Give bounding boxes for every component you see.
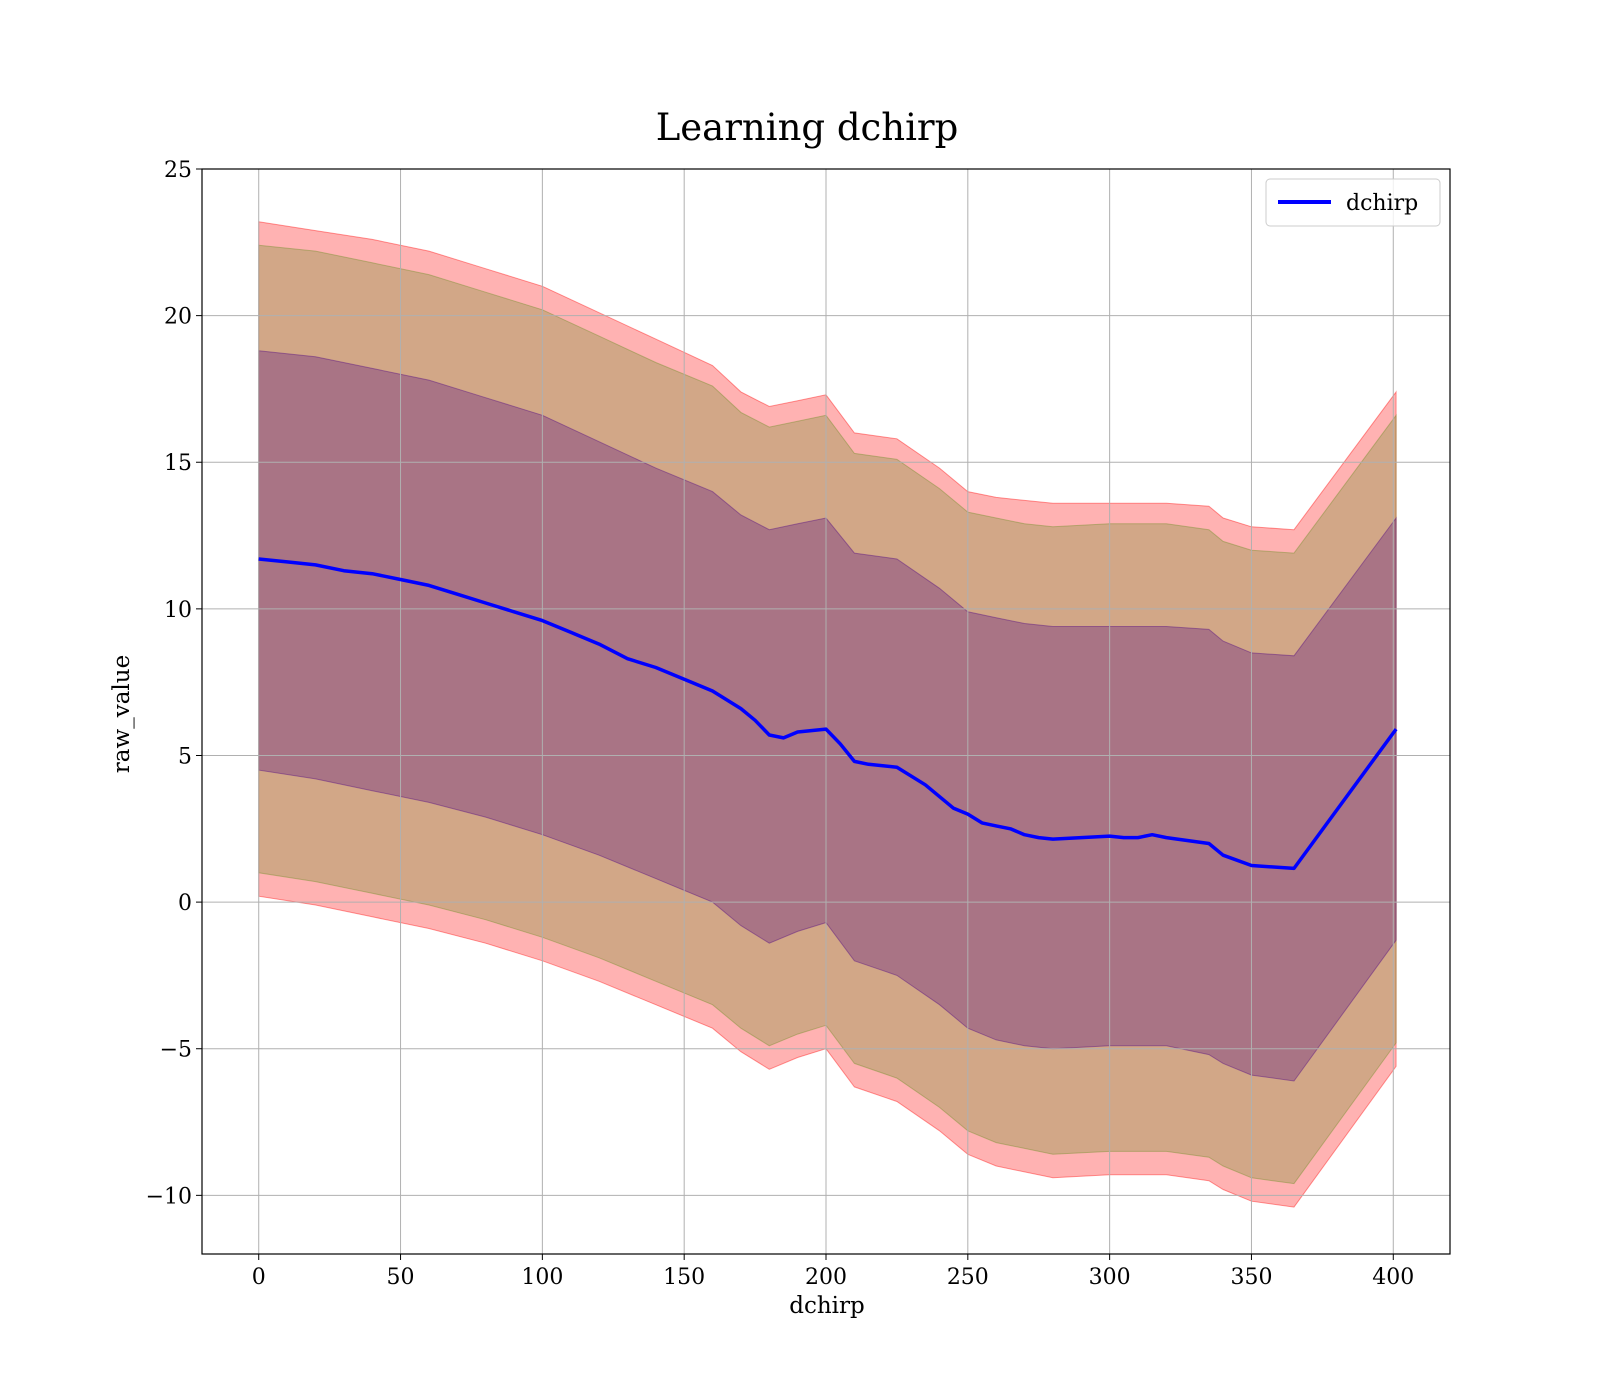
band-1: [258, 244, 1397, 1185]
y-axis-label: raw_value: [109, 655, 135, 773]
y-tick-label: 20: [164, 305, 192, 330]
x-tick-label: 400: [1372, 1265, 1414, 1290]
chart-title: Learning dchirp: [656, 106, 959, 149]
y-tick-label: 5: [178, 744, 192, 769]
y-tick-label: −5: [160, 1038, 192, 1063]
confidence-bands: [258, 221, 1397, 1208]
x-tick-label: 250: [947, 1265, 989, 1290]
legend: dchirp: [1265, 178, 1441, 227]
y-tick-label: 0: [178, 891, 192, 916]
y-tick-label: 25: [164, 158, 192, 183]
legend-label: dchirp: [1346, 191, 1418, 216]
x-tick-label: 100: [521, 1265, 563, 1290]
x-tick-label: 300: [1089, 1265, 1131, 1290]
x-axis: 0 50 100 150 200 250 300 350 400: [252, 1254, 1414, 1290]
y-tick-label: 10: [164, 598, 192, 623]
series-lines: [258, 557, 1398, 871]
legend-box: [1265, 178, 1441, 227]
series-line-dchirp: [258, 557, 1398, 871]
y-tick-label: 15: [164, 451, 192, 476]
x-axis-label: dchirp: [789, 1293, 865, 1319]
y-axis: −10 −5 0 5 10 15 20 25: [146, 158, 202, 1209]
x-tick-label: 350: [1230, 1265, 1272, 1290]
band-0: [258, 221, 1397, 1208]
y-tick-label: −10: [146, 1184, 192, 1209]
x-tick-label: 150: [663, 1265, 705, 1290]
x-tick-label: 200: [805, 1265, 847, 1290]
x-tick-label: 0: [252, 1265, 266, 1290]
x-tick-label: 50: [387, 1265, 415, 1290]
